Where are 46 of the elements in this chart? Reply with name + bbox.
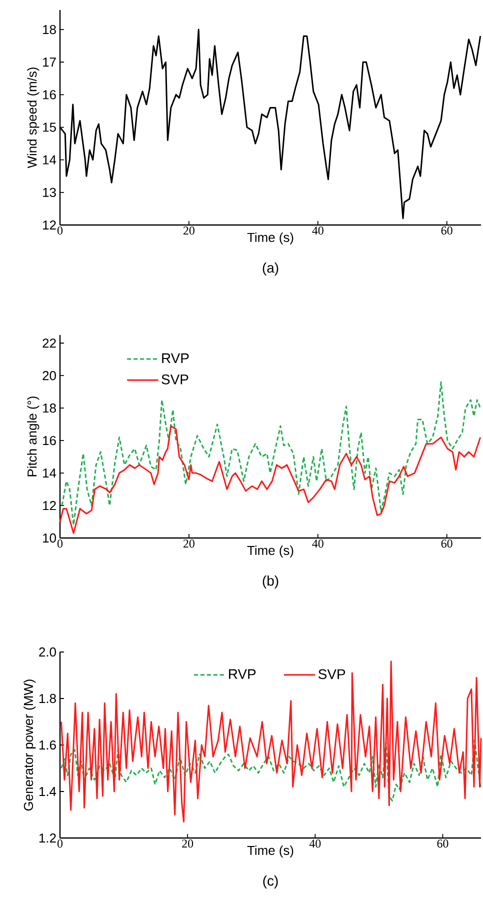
line-series: [60, 660, 482, 822]
legend-label: RVP: [162, 353, 189, 364]
x-tick-label: 20: [182, 840, 194, 848]
y-tick-label: 1.4: [39, 787, 56, 796]
y-tick-label: 12: [43, 501, 56, 510]
legend-label: SVP: [318, 669, 346, 680]
y-tick-label: 15: [43, 122, 56, 132]
y-tick-label: 22: [42, 338, 56, 348]
y-tick-label: 1.6: [39, 740, 56, 750]
x-axis-title: Time (s): [247, 545, 294, 558]
x-tick-label: 60: [441, 540, 452, 548]
y-tick-label: 14: [43, 155, 56, 164]
x-tick-label: 40: [309, 840, 321, 848]
y-tick-label: 16: [43, 436, 56, 446]
y-axis-title: Wind speed (m/s): [27, 68, 40, 168]
y-tick-label: 10: [43, 533, 56, 543]
x-axis-title: Time (s): [247, 232, 294, 245]
y-tick-label: 12: [43, 220, 56, 230]
x-tick-label: 60: [441, 226, 452, 235]
legend-label: RVP: [229, 669, 256, 679]
y-tick-label: 20: [42, 371, 56, 380]
y-tick-label: 16: [43, 90, 56, 100]
x-tick-label: 40: [312, 540, 324, 548]
y-tick-label: 17: [43, 58, 56, 67]
x-tick-label: 20: [184, 540, 194, 548]
legend-label: SVP: [162, 374, 188, 384]
text: (a): [262, 262, 278, 276]
line-series: [59, 425, 482, 534]
y-axis-title: Generator power (MW): [24, 680, 36, 811]
x-tick-label: 0: [57, 226, 63, 235]
x-tick-label: 0: [57, 540, 63, 548]
x-tick-label: 60: [437, 840, 448, 848]
text: (b): [262, 576, 278, 589]
y-tick-label: 2.0: [39, 647, 56, 657]
y-axis-title: Pitch angle (°): [27, 396, 40, 476]
x-tick-label: 20: [184, 226, 194, 235]
x-tick-label: 40: [312, 226, 324, 235]
y-tick-label: 18: [43, 24, 56, 34]
y-tick-label: 1.8: [39, 694, 56, 704]
y-tick-label: 18: [43, 404, 56, 413]
x-tick-label: 0: [57, 840, 63, 848]
x-axis-title: Time (s): [247, 845, 294, 858]
y-tick-label: 13: [43, 188, 56, 198]
y-tick-label: 1.2: [39, 833, 56, 843]
y-tick-label: 14: [43, 468, 56, 478]
text: (c): [263, 876, 278, 889]
